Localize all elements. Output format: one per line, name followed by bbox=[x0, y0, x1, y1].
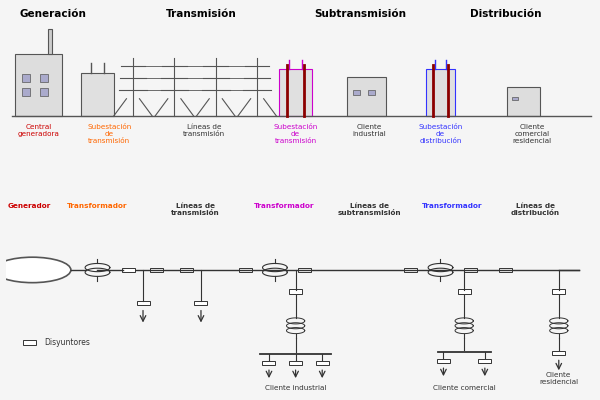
Bar bbox=[179, 268, 193, 272]
Bar bbox=[40, 74, 48, 82]
Text: Transformador: Transformador bbox=[254, 203, 314, 209]
Bar bbox=[22, 88, 30, 96]
Bar bbox=[552, 351, 565, 355]
Text: Transformador: Transformador bbox=[67, 203, 128, 209]
Text: Líneas de
subtransmisión: Líneas de subtransmisión bbox=[338, 203, 401, 216]
Bar bbox=[14, 54, 62, 116]
Bar bbox=[458, 289, 470, 294]
Bar bbox=[499, 268, 512, 272]
Bar bbox=[464, 268, 476, 272]
Bar bbox=[552, 289, 565, 294]
Text: Central
generadora: Central generadora bbox=[17, 124, 59, 137]
Bar bbox=[137, 301, 149, 305]
Text: Distribución: Distribución bbox=[470, 9, 541, 19]
Bar bbox=[368, 90, 374, 95]
Text: Subestación
de
transmisión: Subestación de transmisión bbox=[87, 124, 131, 144]
Text: Cliente comercial: Cliente comercial bbox=[433, 385, 496, 391]
Text: Subtransmisión: Subtransmisión bbox=[314, 9, 407, 19]
Bar bbox=[404, 268, 418, 272]
Bar bbox=[316, 361, 329, 365]
Bar bbox=[122, 268, 136, 272]
Bar bbox=[289, 361, 302, 365]
Text: Líneas de
distribución: Líneas de distribución bbox=[511, 203, 560, 216]
Bar bbox=[262, 361, 275, 365]
Bar bbox=[478, 359, 491, 363]
Bar bbox=[437, 359, 450, 363]
Text: Disyuntores: Disyuntores bbox=[44, 338, 90, 347]
Circle shape bbox=[0, 257, 71, 283]
Bar bbox=[23, 340, 36, 344]
Text: Cliente industrial: Cliente industrial bbox=[265, 385, 326, 391]
Bar bbox=[298, 268, 311, 272]
Text: Cliente
residencial: Cliente residencial bbox=[539, 372, 578, 385]
Text: Cliente
industrial: Cliente industrial bbox=[353, 124, 386, 137]
Bar bbox=[280, 69, 312, 116]
Bar bbox=[289, 289, 302, 294]
Bar bbox=[353, 90, 360, 95]
Bar bbox=[194, 301, 208, 305]
Bar bbox=[347, 77, 386, 116]
Bar bbox=[150, 268, 163, 272]
Text: Transformador: Transformador bbox=[422, 203, 482, 209]
Text: Líneas de
transmisión: Líneas de transmisión bbox=[183, 124, 225, 137]
Bar bbox=[40, 88, 48, 96]
Bar bbox=[512, 97, 518, 100]
Bar bbox=[22, 74, 30, 82]
Bar bbox=[426, 69, 455, 116]
Text: Líneas de
transmisión: Líneas de transmisión bbox=[170, 203, 220, 216]
Bar bbox=[48, 29, 52, 54]
Text: Subestación
de
transmisión: Subestación de transmisión bbox=[274, 124, 318, 144]
Text: Transmisión: Transmisión bbox=[166, 9, 236, 19]
Bar bbox=[507, 87, 539, 116]
Text: Generación: Generación bbox=[20, 9, 86, 19]
Bar bbox=[239, 268, 252, 272]
Text: Generador: Generador bbox=[8, 203, 51, 209]
Text: Cliente
comercial
residencial: Cliente comercial residencial bbox=[512, 124, 552, 144]
Bar bbox=[81, 73, 114, 116]
Text: Subestación
de
distribución: Subestación de distribución bbox=[418, 124, 463, 144]
